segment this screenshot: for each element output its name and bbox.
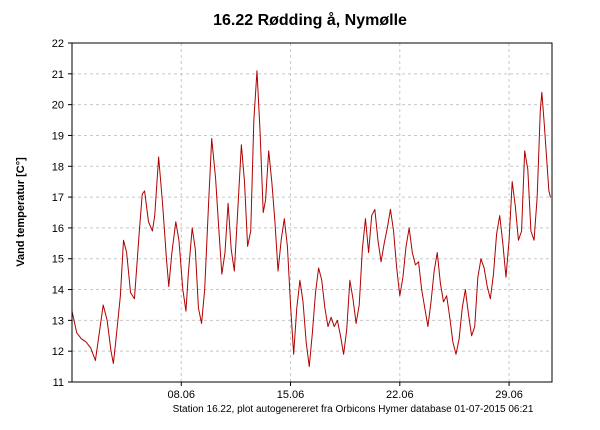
chart-title: 16.22 Rødding å, Nymølle [213,11,407,29]
x-tick-label: 29.06 [495,389,523,401]
y-tick-label: 18 [52,161,64,173]
y-axis-label: Vand temperatur [C°] [15,157,27,267]
y-tick-label: 14 [52,285,64,297]
y-tick-label: 15 [52,254,64,266]
grid-layer [72,43,552,382]
y-tick-label: 13 [52,315,64,327]
y-tick-label: 11 [53,377,64,389]
series-layer [71,70,551,368]
x-tick-label: 08.06 [168,389,196,401]
chart-footer: Station 16.22, plot autogenereret fra Or… [173,404,534,415]
y-tick-label: 16 [52,223,64,235]
y-tick-label: 20 [52,100,64,112]
y-tick-label: 19 [52,130,64,142]
series-line [71,70,551,368]
y-tick-label: 22 [52,38,64,50]
axis-layer: 11 12 13 14 15 16 17 18 19 20 21 22 08.06 15.06 22.06 2… [52,38,553,401]
plot-frame [71,42,553,383]
x-tick-label: 22.06 [386,389,414,401]
y-tick-label: 21 [52,69,64,81]
x-tick-label: 15.06 [277,389,305,401]
y-tick-label: 17 [52,192,64,204]
y-tick-label: 12 [52,346,64,358]
